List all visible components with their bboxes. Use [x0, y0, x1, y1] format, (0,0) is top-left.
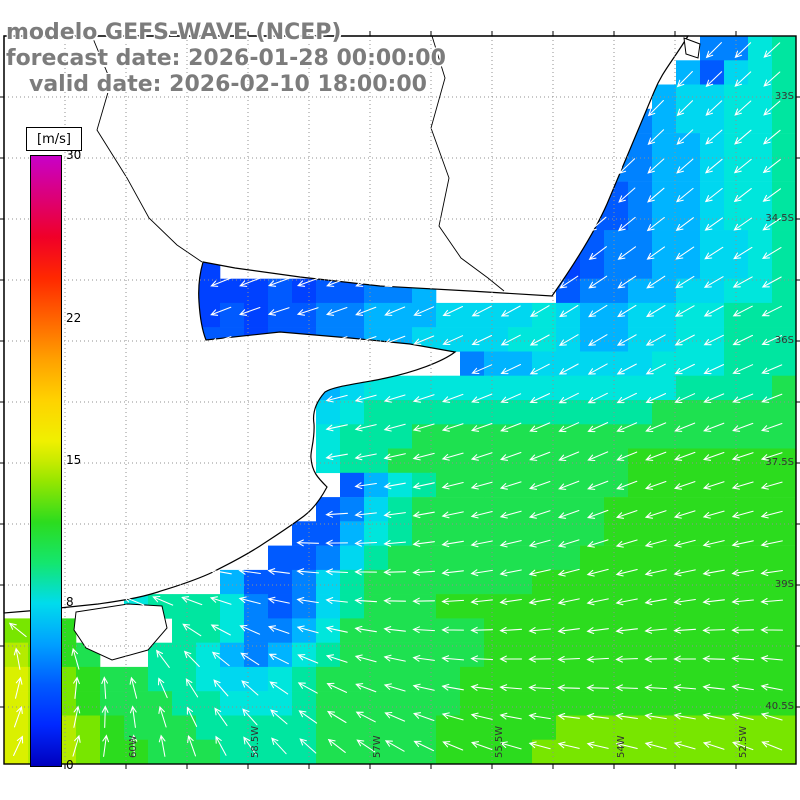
- colorbar-tick-label: 15: [66, 453, 82, 467]
- title-block: modelo GEFS-WAVE (NCEP) forecast date: 2…: [6, 20, 446, 98]
- colorbar-tick-label: 30: [66, 148, 82, 162]
- latitude-tick-label: 33S: [774, 91, 794, 102]
- model-title: modelo GEFS-WAVE (NCEP): [6, 20, 342, 45]
- longitude-tick-label: 60W: [128, 735, 139, 758]
- units-label: [m/s]: [26, 127, 82, 151]
- latitude-tick-label: 36S: [774, 335, 794, 346]
- colorbar: [30, 155, 62, 767]
- land-mass: [3, 35, 690, 614]
- land-layer: [3, 35, 701, 661]
- longitude-tick-label: 58.5W: [250, 725, 261, 758]
- valid-date-label: valid date: 2026-02-10 18:00:00: [6, 72, 427, 97]
- latitude-tick-label: 34.5S: [765, 213, 794, 224]
- latitude-tick-label: 40.5S: [765, 701, 794, 712]
- latitude-tick-label: 39S: [774, 579, 794, 590]
- colorbar-tick-label: 22: [66, 310, 82, 325]
- colorbar-tick-label: 8: [66, 595, 74, 610]
- longitude-tick-label: 57W: [372, 735, 383, 758]
- river-border-line: [91, 35, 203, 263]
- map-frame: [0, 31, 800, 769]
- latitude-tick-label: 37.5S: [765, 457, 794, 468]
- forecast-date-label: forecast date: 2026-01-28 00:00:00: [6, 46, 446, 71]
- islet: [683, 37, 701, 59]
- wave-direction-arrows-layer: [8, 42, 784, 758]
- river-border-line: [430, 35, 505, 292]
- coastal-peninsula: [73, 603, 168, 661]
- longitude-tick-label: 55.5W: [494, 725, 505, 758]
- longitude-tick-label: 54W: [616, 735, 627, 758]
- colorbar-tick-label: 0: [66, 758, 74, 772]
- longitude-tick-label: 52.5W: [738, 725, 749, 758]
- graticule-layer: [4, 36, 796, 764]
